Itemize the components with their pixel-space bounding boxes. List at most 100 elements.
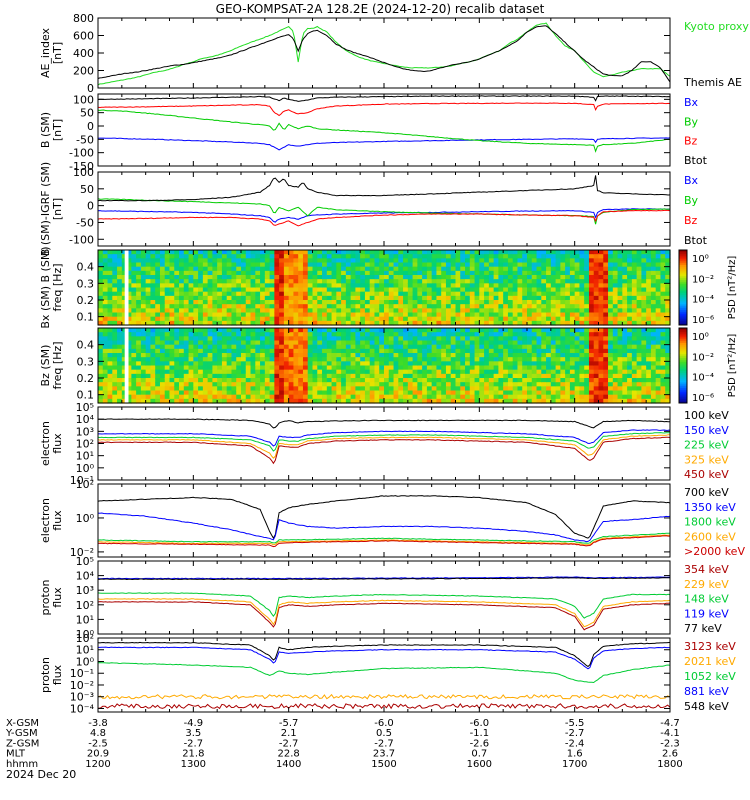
spectrogram-cell — [350, 279, 356, 284]
spectrogram-cell — [260, 348, 266, 354]
spectrogram-cell — [541, 394, 547, 400]
spectrogram-cell — [269, 398, 275, 404]
spectrogram-cell — [550, 336, 557, 342]
series-line — [97, 598, 671, 628]
spectrogram-cell — [255, 386, 261, 392]
spectrogram-cell — [174, 316, 180, 322]
spectrogram-cell — [445, 394, 452, 400]
spectrogram-cell — [341, 390, 347, 396]
spectrogram-cell — [169, 295, 175, 301]
spectrogram-cell — [484, 398, 490, 404]
spectrogram-cell — [369, 353, 376, 358]
spectrogram-cell — [150, 369, 156, 375]
spectrogram-cell — [584, 308, 590, 314]
spectrogram-cell — [445, 373, 452, 379]
spectrogram-cell — [150, 266, 156, 272]
spectrogram-cell — [655, 300, 662, 305]
spectrogram-cell — [617, 340, 623, 346]
spectrogram-cell — [283, 304, 290, 309]
spectrogram-cell — [484, 262, 490, 268]
spectrogram-cell — [565, 398, 571, 404]
spectrogram-cell — [355, 382, 361, 387]
spectrogram-cell — [350, 266, 356, 272]
spectrogram-cell — [555, 279, 561, 284]
colorbar-cell — [679, 280, 687, 283]
spectrogram-cell — [136, 266, 142, 272]
spectrogram-cell — [326, 308, 333, 314]
colorbar-cell — [679, 337, 687, 340]
spectrogram-cell — [617, 361, 623, 367]
spectrogram-cell — [622, 275, 628, 280]
spectrogram-cell — [479, 270, 485, 276]
spectrogram-cell — [579, 357, 585, 362]
spectrogram-cell — [531, 250, 538, 255]
spectrogram-cell — [584, 254, 590, 259]
spectrogram-cell — [636, 386, 642, 392]
spectrogram-cell — [465, 250, 471, 255]
spectrogram-cell — [155, 270, 161, 276]
spectrogram-cell — [364, 386, 371, 392]
spectrogram-cell — [412, 394, 418, 400]
spectrogram-cell — [260, 382, 266, 387]
spectrogram-cell — [179, 398, 185, 404]
spectrogram-cell — [298, 398, 304, 404]
series-line — [97, 102, 671, 117]
spectrogram-cell — [312, 336, 318, 342]
spectrogram-cell — [598, 378, 604, 383]
spectrogram-cell — [465, 361, 471, 367]
spectrogram-cell — [431, 369, 438, 375]
spectrogram-cell — [117, 353, 123, 358]
spectrogram-cell — [393, 344, 399, 350]
spectrogram-cell — [255, 365, 261, 371]
spectrogram-cell — [445, 287, 452, 293]
spectrogram-cell — [326, 332, 333, 337]
spectrogram-cell — [98, 283, 104, 289]
spectrogram-cell — [155, 316, 161, 322]
spectrogram-cell — [341, 348, 347, 354]
y-tick-label: 100 — [73, 93, 94, 106]
spectrogram-cell — [407, 394, 414, 400]
spectrogram-cell — [355, 291, 361, 297]
spectrogram-cell — [288, 258, 295, 264]
spectrogram-cell — [307, 304, 314, 309]
spectrogram-cell — [345, 258, 352, 264]
spectrogram-cell — [274, 386, 280, 392]
spectrogram-cell — [541, 262, 547, 268]
spectrogram-cell — [403, 287, 409, 293]
spectrogram-cell — [593, 332, 600, 337]
spectrogram-cell — [112, 262, 118, 268]
spectrogram-cell — [155, 328, 161, 333]
spectrogram-cell — [312, 275, 318, 280]
spectrogram-cell — [384, 369, 390, 375]
spectrogram-cell — [283, 344, 290, 350]
colorbar-tick-label: 10⁰ — [692, 254, 709, 265]
spectrogram-cell — [398, 328, 404, 333]
spectrogram-cell — [593, 357, 600, 362]
y-axis-label: electron — [39, 421, 52, 466]
spectrogram-cell — [527, 262, 533, 268]
colorbar-cell — [679, 350, 687, 353]
legend-entry: 77 keV — [684, 622, 722, 635]
spectrogram-cell — [617, 332, 623, 337]
spectrogram-cell — [217, 365, 223, 371]
spectrogram-cell — [293, 262, 299, 268]
spectrogram-cell — [608, 320, 614, 326]
spectrogram-cell — [484, 291, 490, 297]
spectrogram-cell — [226, 258, 233, 264]
spectrogram-cell — [369, 386, 376, 392]
spectrogram-cell — [183, 373, 190, 379]
spectrogram-cell — [407, 312, 414, 318]
spectrogram-cell — [426, 291, 433, 297]
spectrogram-cell — [193, 353, 199, 358]
spectrogram-cell — [384, 312, 390, 318]
spectrogram-cell — [317, 365, 323, 371]
spectrogram-cell — [565, 336, 571, 342]
spectrogram-cell — [412, 320, 418, 326]
spectrogram-cell — [345, 304, 352, 309]
spectrogram-cell — [341, 332, 347, 337]
spectrogram-cell — [550, 300, 557, 305]
spectrogram-cell — [417, 332, 423, 337]
spectrogram-cell — [288, 369, 295, 375]
spectrogram-cell — [569, 390, 576, 396]
spectrogram-cell — [641, 336, 647, 342]
